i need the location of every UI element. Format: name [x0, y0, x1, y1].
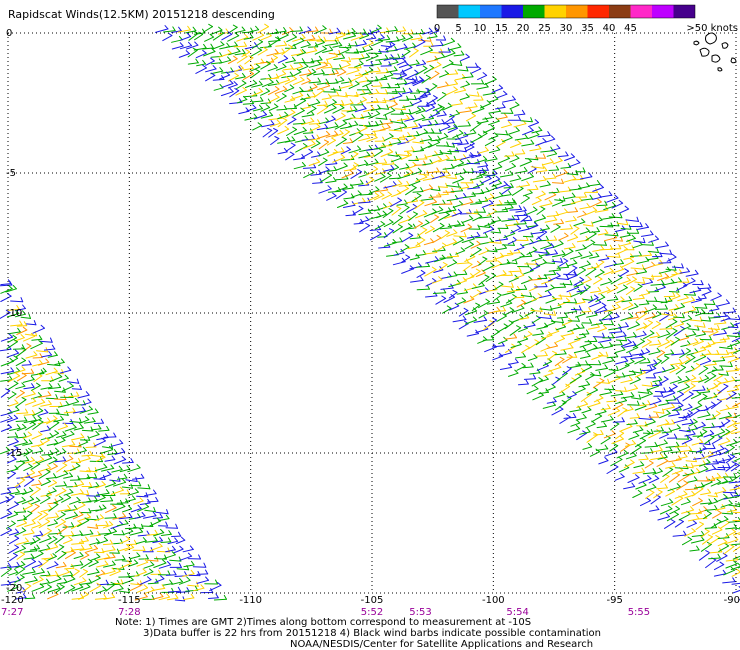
- lat-lon-grid: [7, 32, 737, 594]
- legend-swatch: [458, 5, 480, 18]
- legend-swatch: [630, 5, 652, 18]
- legend-tick-label: 20: [517, 23, 530, 34]
- west-swath: [0, 279, 227, 602]
- lat-tick-label: -15: [6, 448, 22, 459]
- legend-swatch: [673, 5, 695, 18]
- legend-tick-label: 10: [474, 23, 487, 34]
- lon-tick-label: -115: [118, 595, 141, 606]
- pass-time-labels: 7:27 7:28 5:52 5:53 5:54 5:55: [1, 607, 650, 618]
- legend-swatch: [544, 5, 566, 18]
- lon-tick-label: -100: [482, 595, 505, 606]
- legend-tick-label: 45: [624, 23, 637, 34]
- legend-swatch: [566, 5, 588, 18]
- legend-tick-label: 35: [581, 23, 594, 34]
- legend-tick-label: 40: [603, 23, 616, 34]
- legend-tick-label: 25: [538, 23, 551, 34]
- pass-time-label: 5:53: [409, 607, 431, 618]
- lat-tick-label: -20: [6, 583, 22, 594]
- legend-tick-label: 5: [455, 23, 461, 34]
- legend-swatch: [523, 5, 545, 18]
- legend-swatch: [609, 5, 631, 18]
- speed-color-legend: 0 5 10 15 20 25 30 35 40 45 >50 knots: [434, 4, 738, 34]
- lat-tick-label: -10: [6, 308, 22, 319]
- pass-time-label: 7:27: [1, 607, 23, 618]
- legend-swatch: [587, 5, 609, 18]
- lon-tick-label: -90: [724, 595, 740, 606]
- legend-unit-label: >50 knots: [686, 23, 738, 34]
- note-line-2: 3)Data buffer is 22 hrs from 20151218 4)…: [143, 628, 601, 639]
- legend-swatch: [501, 5, 523, 18]
- legend-swatch: [480, 5, 502, 18]
- lon-tick-label: -105: [361, 595, 384, 606]
- wind-barb-swaths: [0, 23, 740, 602]
- legend-tick-label: 0: [434, 23, 440, 34]
- note-line-1: Note: 1) Times are GMT 2)Times along bot…: [115, 617, 531, 628]
- legend-tick-label: 30: [560, 23, 573, 34]
- galapagos-islands: [693, 32, 737, 72]
- pass-time-label: 5:52: [361, 607, 383, 618]
- main-swath-east-edge: [370, 24, 740, 481]
- legend-swatch: [437, 5, 459, 18]
- map-title: Rapidscat Winds(12.5KM) 20151218 descend…: [8, 8, 275, 21]
- note-line-3: NOAA/NESDIS/Center for Satellite Applica…: [290, 639, 593, 650]
- legend-tick-label: 15: [495, 23, 508, 34]
- pass-time-label: 5:55: [628, 607, 650, 618]
- main-swath: [155, 23, 740, 601]
- legend-swatch: [652, 5, 674, 18]
- pass-time-label: 5:54: [506, 607, 528, 618]
- axis-labels: 0 -5 -10 -15 -20-120 -115 -110 -105 -100 -95 -90: [1, 28, 740, 606]
- lon-tick-label: -110: [239, 595, 262, 606]
- lat-tick-label: 0: [6, 28, 12, 39]
- lon-tick-label: -120: [1, 595, 24, 606]
- lon-tick-label: -95: [606, 595, 622, 606]
- lat-tick-label: -5: [6, 168, 16, 179]
- pass-time-label: 7:28: [118, 607, 140, 618]
